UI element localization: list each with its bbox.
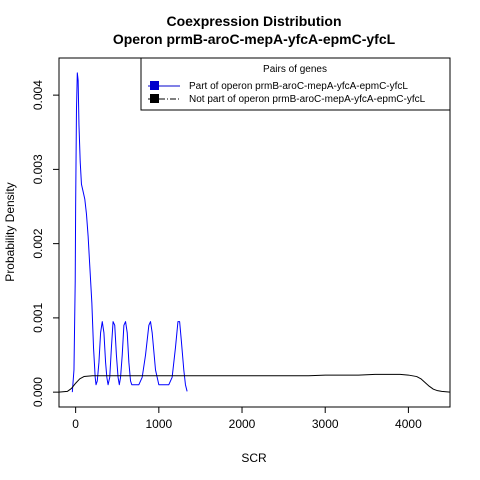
x-axis: 0 1000 2000 3000 4000 — [72, 407, 422, 431]
legend-label-not-part-of-operon: Not part of operon prmB-aroC-mepA-yfcA-e… — [189, 94, 426, 105]
legend-box — [140, 57, 451, 111]
legend-label-part-of-operon: Part of operon prmB-aroC-mepA-yfcA-epmC-… — [189, 81, 408, 92]
series-line-not-part-of-operon — [58, 373, 451, 393]
x-tick-label: 3000 — [312, 417, 339, 431]
series-layer — [58, 72, 451, 393]
y-axis: 0.000 0.001 0.002 0.003 0.004 — [31, 80, 59, 407]
x-tick-label: 1000 — [145, 417, 172, 431]
legend-swatch-part-of-operon — [150, 81, 159, 90]
x-tick-label: 2000 — [229, 417, 256, 431]
y-tick-label: 0.000 — [31, 377, 45, 407]
legend: Pairs of genes Part of operon prmB-aroC-… — [140, 57, 451, 111]
chart-title: Coexpression Distribution — [166, 13, 341, 29]
y-tick-label: 0.003 — [31, 154, 45, 184]
x-axis-label: SCR — [241, 451, 267, 465]
chart-subtitle: Operon prmB-aroC-mepA-yfcA-epmC-yfcL — [113, 31, 396, 47]
y-axis-label: Probability Density — [3, 182, 17, 281]
x-tick-label: 0 — [72, 417, 79, 431]
y-tick-label: 0.002 — [31, 228, 45, 258]
legend-title: Pairs of genes — [263, 64, 327, 75]
legend-swatch-not-part-of-operon — [150, 94, 159, 103]
y-tick-label: 0.001 — [31, 303, 45, 333]
series-line-part-of-operon — [71, 72, 188, 393]
x-tick-label: 4000 — [395, 417, 422, 431]
y-tick-label: 0.004 — [31, 80, 45, 110]
